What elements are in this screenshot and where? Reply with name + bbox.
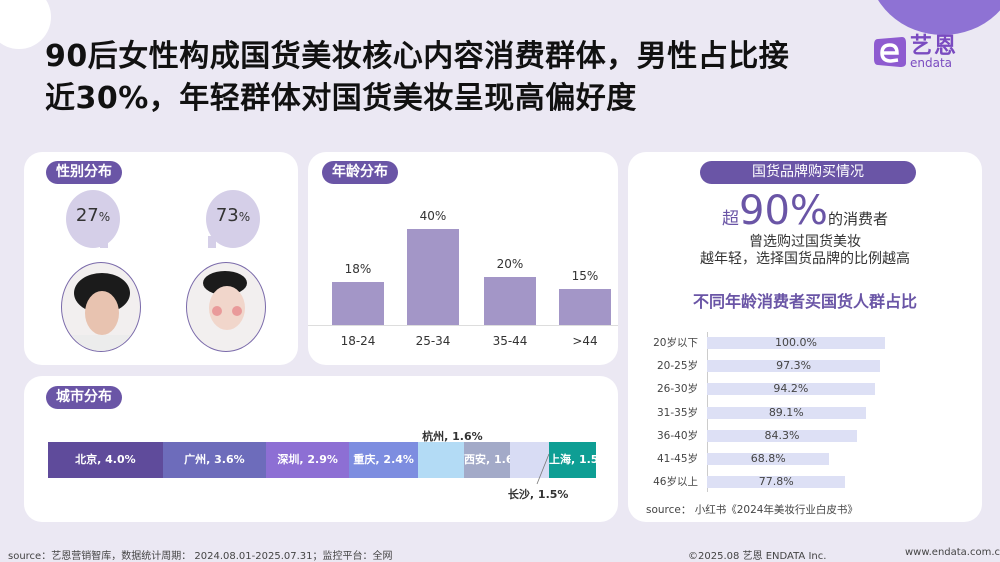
purchase-bar: [707, 337, 885, 349]
age-bar: [484, 277, 536, 325]
purchase-bar: [707, 360, 881, 373]
city-segment: 西安, 1.6%: [464, 442, 510, 478]
female-avatar: [186, 262, 266, 352]
purchase-pill: 国货品牌购买情况: [700, 161, 916, 184]
purchase-category-label: 26-30岁: [656, 383, 698, 396]
purchase-source: source： 小红书《2024年美妆行业白皮书》: [646, 504, 858, 516]
purchase-category-label: 20岁以下: [653, 337, 698, 349]
purchase-category-label: 41-45岁: [656, 453, 698, 465]
city-segment: 北京, 4.0%: [48, 442, 163, 478]
purchase-row: 46岁以上 77.8%: [640, 473, 970, 491]
purchase-row: 26-30岁 94.2%: [640, 380, 970, 398]
age-axis: [308, 325, 618, 326]
city-label: 长沙, 1.5%: [507, 488, 569, 501]
age-value-label: 18%: [344, 261, 372, 276]
page-title: 90后女性构成国货美妆核心内容消费群体，男性占比接 近30%，年轻群体对国货美妆…: [45, 36, 789, 120]
purchase-value-label: 100.0%: [775, 336, 817, 349]
footer-source: source：艺恩营销智库，数据统计周期： 2024.08.01-2025.07…: [8, 551, 393, 562]
title-line-2: 近30%，年轻群体对国货美妆呈现高偏好度: [45, 81, 637, 116]
age-category-label: 35-44: [492, 334, 528, 348]
purchase-row: 31-35岁 89.1%: [640, 404, 970, 422]
purchase-value-label: 84.3%: [764, 428, 800, 442]
age-card: [308, 152, 618, 365]
purchase-chart-title: 不同年龄消费者买国货人群占比: [692, 292, 917, 311]
city-segment: 广州, 3.6%: [162, 442, 267, 478]
logo-en: endata: [910, 56, 953, 70]
city-segment: [418, 442, 464, 478]
purchase-row: 20岁以下 100.0%: [640, 334, 970, 352]
purchase-value-label: 89.1%: [768, 405, 804, 419]
city-label: 杭州, 1.6%: [422, 430, 483, 443]
decor-circle: [0, 0, 51, 49]
purchase-bar: [707, 406, 866, 419]
age-bar: [407, 229, 459, 325]
purchase-category-label: 20-25岁: [656, 360, 698, 373]
age-value-label: 40%: [419, 209, 447, 223]
purchase-desc: 曾选购过国货美妆 越年轻，选择国货品牌的比例越高: [700, 234, 910, 267]
purchase-bar: [707, 453, 830, 465]
purchase-value-label: 77.8%: [758, 475, 794, 489]
purchase-row: 41-45岁 68.8%: [640, 450, 970, 468]
age-value-label: 20%: [496, 257, 524, 271]
gender-pill: 性别分布: [46, 161, 122, 184]
footer-copyright: ©2025.08 艺恩 ENDATA Inc.: [688, 551, 827, 562]
city-segment: [509, 442, 553, 478]
female-bubble: 73%: [206, 190, 260, 248]
purchase-row: 36-40岁 84.3%: [640, 427, 970, 445]
changsha-leader-line: [536, 453, 550, 485]
age-pill: 年龄分布: [322, 161, 398, 184]
purchase-value-label: 94.2%: [773, 382, 809, 396]
age-category-label: >44: [572, 334, 598, 348]
logo-cn: 艺恩: [910, 34, 959, 59]
male-bubble: 27%: [66, 190, 120, 248]
title-line-1: 90后女性构成国货美妆核心内容消费群体，男性占比接: [45, 39, 790, 74]
purchase-category-label: 46岁以上: [653, 476, 698, 489]
footer-url[interactable]: www.endata.com.c: [905, 547, 1000, 558]
age-bar: [332, 281, 384, 325]
purchase-bar: [707, 383, 875, 396]
age-category-label: 18-24: [340, 334, 376, 348]
purchase-category-label: 36-40岁: [656, 429, 698, 442]
male-avatar: [61, 262, 141, 352]
headline: 超90%的消费者: [722, 188, 888, 234]
age-category-label: 25-34: [415, 334, 451, 348]
city-segment: 重庆, 2.4%: [349, 442, 419, 478]
endata-logo: 艺恩 endata: [872, 32, 962, 72]
purchase-bar: [707, 429, 858, 442]
city-segment: 上海, 1.5%: [548, 442, 596, 478]
purchase-row: 20-25岁 97.3%: [640, 357, 970, 375]
purchase-value-label: 68.8%: [750, 452, 786, 465]
purchase-category-label: 31-35岁: [656, 406, 698, 419]
city-pill: 城市分布: [46, 386, 122, 409]
age-value-label: 15%: [571, 269, 599, 283]
purchase-value-label: 97.3%: [776, 359, 812, 373]
city-segment: 深圳, 2.9%: [266, 442, 350, 478]
age-bar: [559, 289, 611, 325]
purchase-bar: [707, 476, 846, 489]
